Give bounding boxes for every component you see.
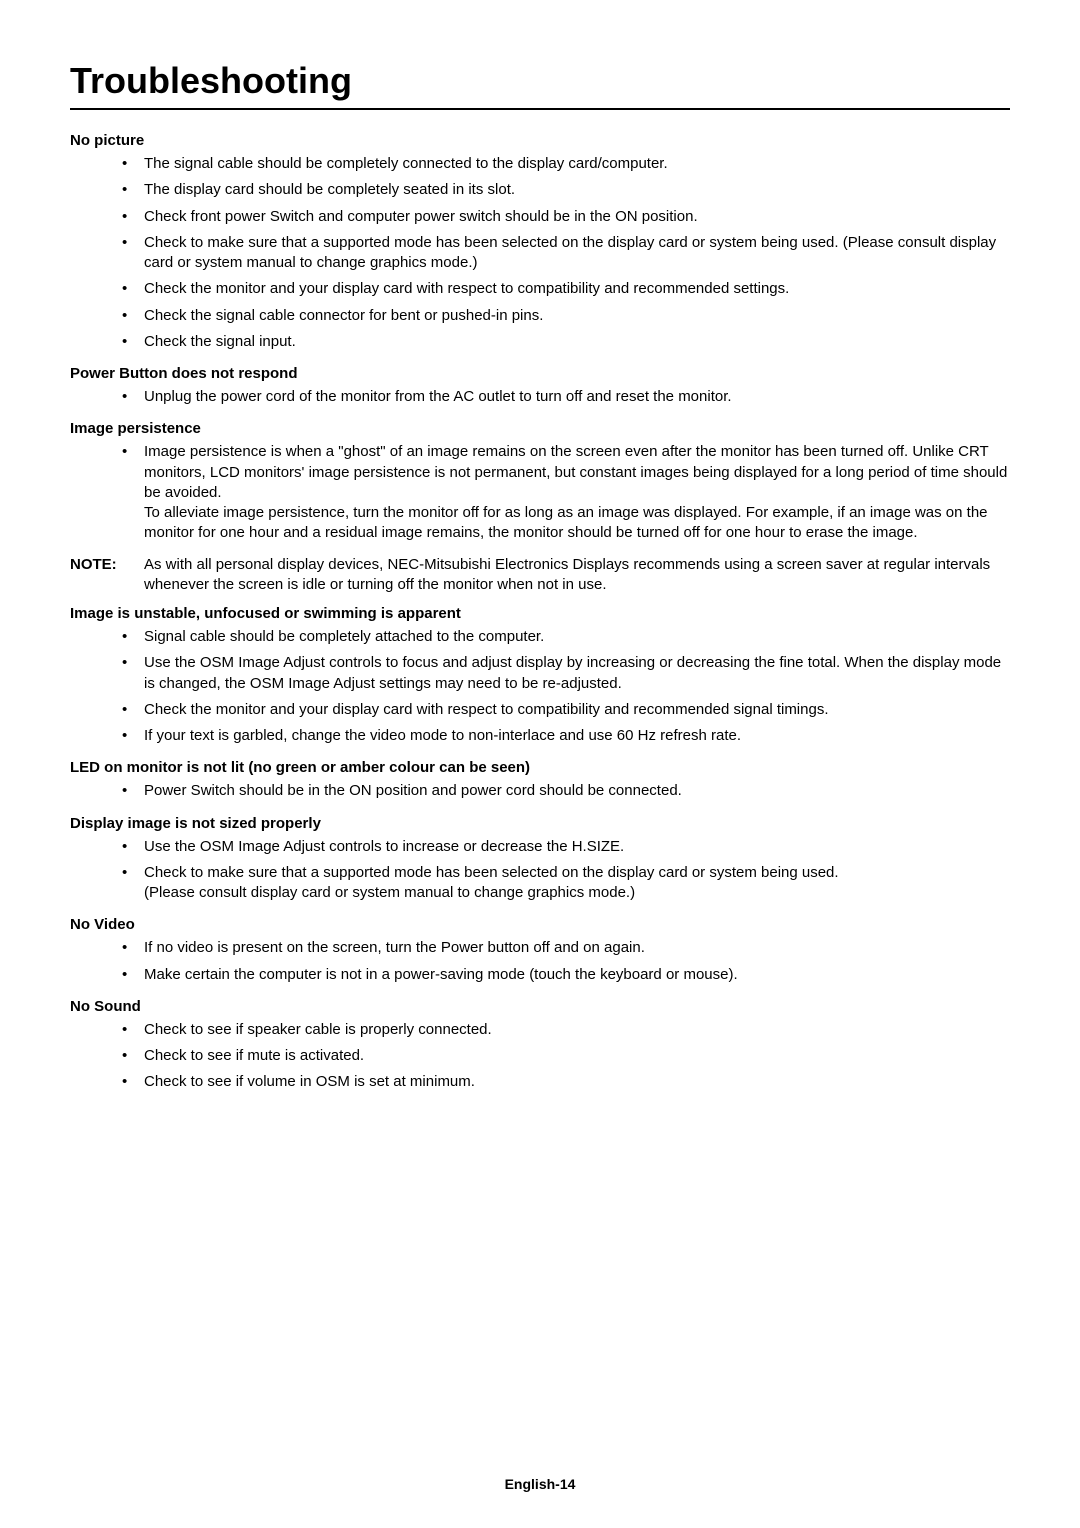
list-item: Check to make sure that a supported mode…	[122, 230, 1010, 277]
sections-group-2: Image is unstable, unfocused or swimming…	[70, 605, 1010, 1096]
list-item: Check to make sure that a supported mode…	[122, 860, 1010, 907]
section-heading: Image is unstable, unfocused or swimming…	[70, 605, 1010, 622]
list-item: Check to see if volume in OSM is set at …	[122, 1069, 1010, 1095]
section-heading: No Video	[70, 916, 1010, 933]
list-item: Check to see if speaker cable is properl…	[122, 1017, 1010, 1043]
bullet-list: If no video is present on the screen, tu…	[70, 935, 1010, 988]
list-item: Check front power Switch and computer po…	[122, 204, 1010, 230]
section-heading: LED on monitor is not lit (no green or a…	[70, 759, 1010, 776]
bullet-list: Use the OSM Image Adjust controls to inc…	[70, 834, 1010, 907]
bullet-list: Signal cable should be completely attach…	[70, 624, 1010, 749]
section-heading: No Sound	[70, 998, 1010, 1015]
section-heading: Image persistence	[70, 420, 1010, 437]
bullet-list: Image persistence is when a "ghost" of a…	[70, 439, 1010, 546]
list-item: Use the OSM Image Adjust controls to foc…	[122, 650, 1010, 697]
bullet-list: Unplug the power cord of the monitor fro…	[70, 384, 1010, 410]
list-item: Unplug the power cord of the monitor fro…	[122, 384, 1010, 410]
list-item: Use the OSM Image Adjust controls to inc…	[122, 834, 1010, 860]
list-item: Check the signal input.	[122, 329, 1010, 355]
list-item: If your text is garbled, change the vide…	[122, 723, 1010, 749]
list-item-subtext: To alleviate image persistence, turn the…	[144, 503, 1010, 544]
page-footer: English-14	[0, 1476, 1080, 1492]
bullet-list: The signal cable should be completely co…	[70, 151, 1010, 355]
note-block: NOTE: As with all personal display devic…	[70, 555, 1010, 596]
list-item: The display card should be completely se…	[122, 177, 1010, 203]
list-item: The signal cable should be completely co…	[122, 151, 1010, 177]
list-item: Power Switch should be in the ON positio…	[122, 778, 1010, 804]
note-label: NOTE:	[70, 555, 144, 596]
list-item: If no video is present on the screen, tu…	[122, 935, 1010, 961]
list-item: Make certain the computer is not in a po…	[122, 962, 1010, 988]
bullet-list: Power Switch should be in the ON positio…	[70, 778, 1010, 804]
list-item: Image persistence is when a "ghost" of a…	[122, 439, 1010, 546]
list-item: Check the signal cable connector for ben…	[122, 303, 1010, 329]
list-item-subtext: (Please consult display card or system m…	[144, 883, 1010, 903]
sections-group-1: No picture The signal cable should be com…	[70, 132, 1010, 547]
list-item: Check the monitor and your display card …	[122, 697, 1010, 723]
list-item: Check to see if mute is activated.	[122, 1043, 1010, 1069]
bullet-list: Check to see if speaker cable is properl…	[70, 1017, 1010, 1096]
section-heading: Display image is not sized properly	[70, 815, 1010, 832]
page-title: Troubleshooting	[70, 60, 1010, 110]
list-item: Signal cable should be completely attach…	[122, 624, 1010, 650]
list-item: Check the monitor and your display card …	[122, 276, 1010, 302]
note-text: As with all personal display devices, NE…	[144, 555, 1010, 596]
section-heading: Power Button does not respond	[70, 365, 1010, 382]
section-heading: No picture	[70, 132, 1010, 149]
